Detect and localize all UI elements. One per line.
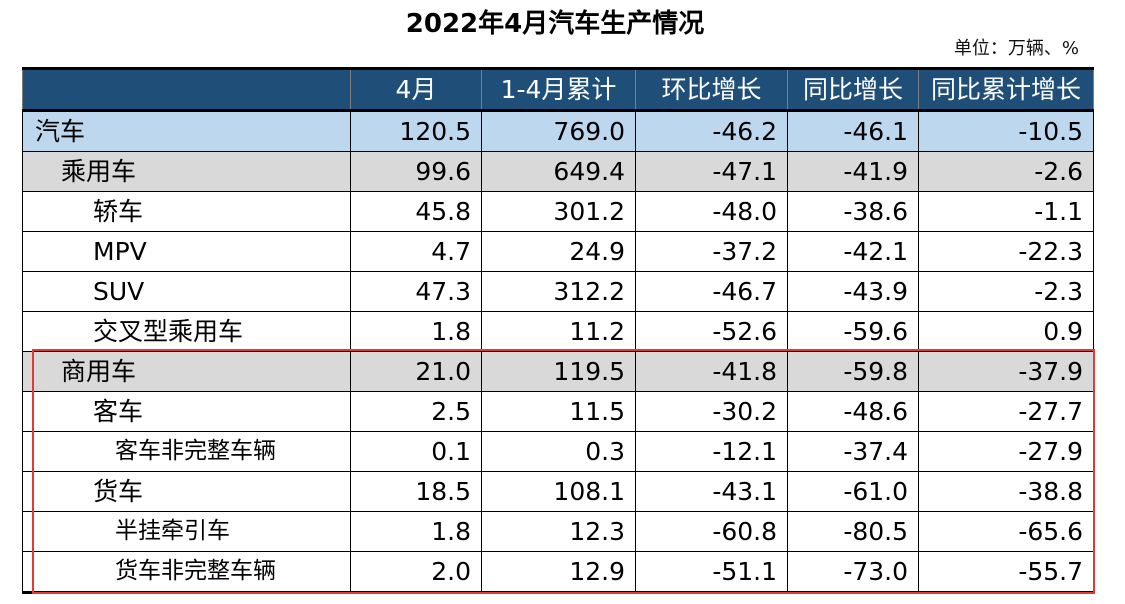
value-cell: -59.6 [787,311,919,352]
value-cell: 12.3 [481,511,636,552]
value-cell: -22.3 [918,231,1094,272]
row-name-cell: 轿车 [22,191,351,232]
value-cell: -30.2 [635,391,788,432]
value-cell: 47.3 [350,271,482,312]
value-cell: -38.6 [787,191,919,232]
value-cell: -48.6 [787,391,919,432]
value-cell: 24.9 [481,231,636,272]
value-cell: -73.0 [787,551,919,594]
value-cell: 2.0 [350,551,482,594]
value-cell: -59.8 [787,351,919,392]
value-cell: -37.2 [635,231,788,272]
row-name-cell: 客车 [22,391,351,432]
table-row: SUV 47.3 312.2 -46.7 -43.9 -2.3 [22,271,1094,312]
table-row: 商用车 21.0 119.5 -41.8 -59.8 -37.9 [22,351,1094,392]
value-cell: 301.2 [481,191,636,232]
value-cell: 0.1 [350,431,482,472]
row-name-cell: 货车 [22,471,351,512]
value-cell: -51.1 [635,551,788,594]
production-table: 4月 1-4月累计 环比增长 同比增长 同比累计增长 汽车 120.5 769.0-… [22,67,1094,594]
row-name-cell: 半挂牵引车 [22,511,351,552]
header-row: 4月 1-4月累计 环比增长 同比增长 同比累计增长 [22,67,1094,112]
row-name-cell: 货车非完整车辆 [22,551,351,594]
value-cell: -47.1 [635,151,788,192]
row-name-cell: 汽车 [22,110,351,152]
value-cell: -43.1 [635,471,788,512]
value-cell: -43.9 [787,271,919,312]
value-cell: -46.7 [635,271,788,312]
value-cell: 2.5 [350,391,482,432]
value-cell: -41.9 [787,151,919,192]
value-cell: 0.3 [481,431,636,472]
value-cell: 769.0 [481,110,636,152]
value-cell: 99.6 [350,151,482,192]
value-cell: -27.7 [918,391,1094,432]
value-cell: -52.6 [635,311,788,352]
table-row: 汽车 120.5 769.0 -46.2 -46.1 -10.5 [22,110,1094,152]
value-cell: -42.1 [787,231,919,272]
header-cell-yoy-cumulative-growth: 同比累计增长 [918,67,1094,112]
table-row: 交叉型乘用车 1.8 11.2 -52.6 -59.6 0.9 [22,311,1094,352]
value-cell: 0.9 [918,311,1094,352]
value-cell: -46.1 [787,110,919,152]
value-cell: 108.1 [481,471,636,512]
value-cell: 11.5 [481,391,636,432]
page-title: 2022年4月汽车生产情况 [405,9,705,39]
value-cell: -27.9 [918,431,1094,472]
value-cell: 45.8 [350,191,482,232]
row-name-cell: 商用车 [22,351,351,392]
value-cell: -10.5 [918,110,1094,152]
value-cell: -46.2 [635,110,788,152]
value-cell: 1.8 [350,511,482,552]
value-cell: -2.3 [918,271,1094,312]
table-row: 客车非完整车辆 0.1 0.3 -12.1 -37.4 -27.9 [22,431,1094,472]
value-cell: -41.8 [635,351,788,392]
value-cell: 4.7 [350,231,482,272]
table-row: 乘用车 99.6 649.4 -47.1 -41.9 -2.6 [22,151,1094,192]
table-row: 货车 18.5 108.1 -43.1 -61.0 -38.8 [22,471,1094,512]
value-cell: -60.8 [635,511,788,552]
value-cell: -61.0 [787,471,919,512]
table-row: 客车 2.5 11.5 -30.2 -48.6 -27.7 [22,391,1094,432]
table-row: MPV 4.7 24.9 -37.2 -42.1 -22.3 [22,231,1094,272]
table-row: 轿车 45.8 301.2 -48.0 -38.6 -1.1 [22,191,1094,232]
header-cell-april: 4月 [350,67,482,112]
value-cell: 18.5 [350,471,482,512]
value-cell: -80.5 [787,511,919,552]
header-cell-name [22,67,351,112]
value-cell: 312.2 [481,271,636,312]
value-cell: -38.8 [918,471,1094,512]
value-cell: -55.7 [918,551,1094,594]
value-cell: -65.6 [918,511,1094,552]
table-row: 货车非完整车辆 2.0 12.9 -51.1 -73.0 -55.7 [22,551,1094,594]
row-name-cell: SUV [22,271,351,312]
value-cell: 119.5 [481,351,636,392]
value-cell: 12.9 [481,551,636,594]
value-cell: 649.4 [481,151,636,192]
header-cell-mom-growth: 环比增长 [635,67,788,112]
unit-label: 单位：万辆、% [953,38,1079,59]
value-cell: -12.1 [635,431,788,472]
table-body: 汽车 120.5 769.0 -46.2 -46.1 -10.5 乘用车 99.6 649.4-… [22,110,1094,594]
row-name-cell: 交叉型乘用车 [22,311,351,352]
value-cell: 21.0 [350,351,482,392]
value-cell: -37.9 [918,351,1094,392]
value-cell: -1.1 [918,191,1094,232]
row-name-cell: MPV [22,231,351,272]
row-name-cell: 乘用车 [22,151,351,192]
header-cell-cumulative: 1-4月累计 [481,67,636,112]
table-header: 4月 1-4月累计 环比增长 同比增长 同比累计增长 [22,67,1094,112]
table-row: 半挂牵引车 1.8 12.3 -60.8 -80.5 -65.6 [22,511,1094,552]
row-name-cell: 客车非完整车辆 [22,431,351,472]
value-cell: -48.0 [635,191,788,232]
header-cell-yoy-growth: 同比增长 [787,67,919,112]
value-cell: 1.8 [350,311,482,352]
value-cell: -2.6 [918,151,1094,192]
value-cell: 11.2 [481,311,636,352]
value-cell: 120.5 [350,110,482,152]
value-cell: -37.4 [787,431,919,472]
